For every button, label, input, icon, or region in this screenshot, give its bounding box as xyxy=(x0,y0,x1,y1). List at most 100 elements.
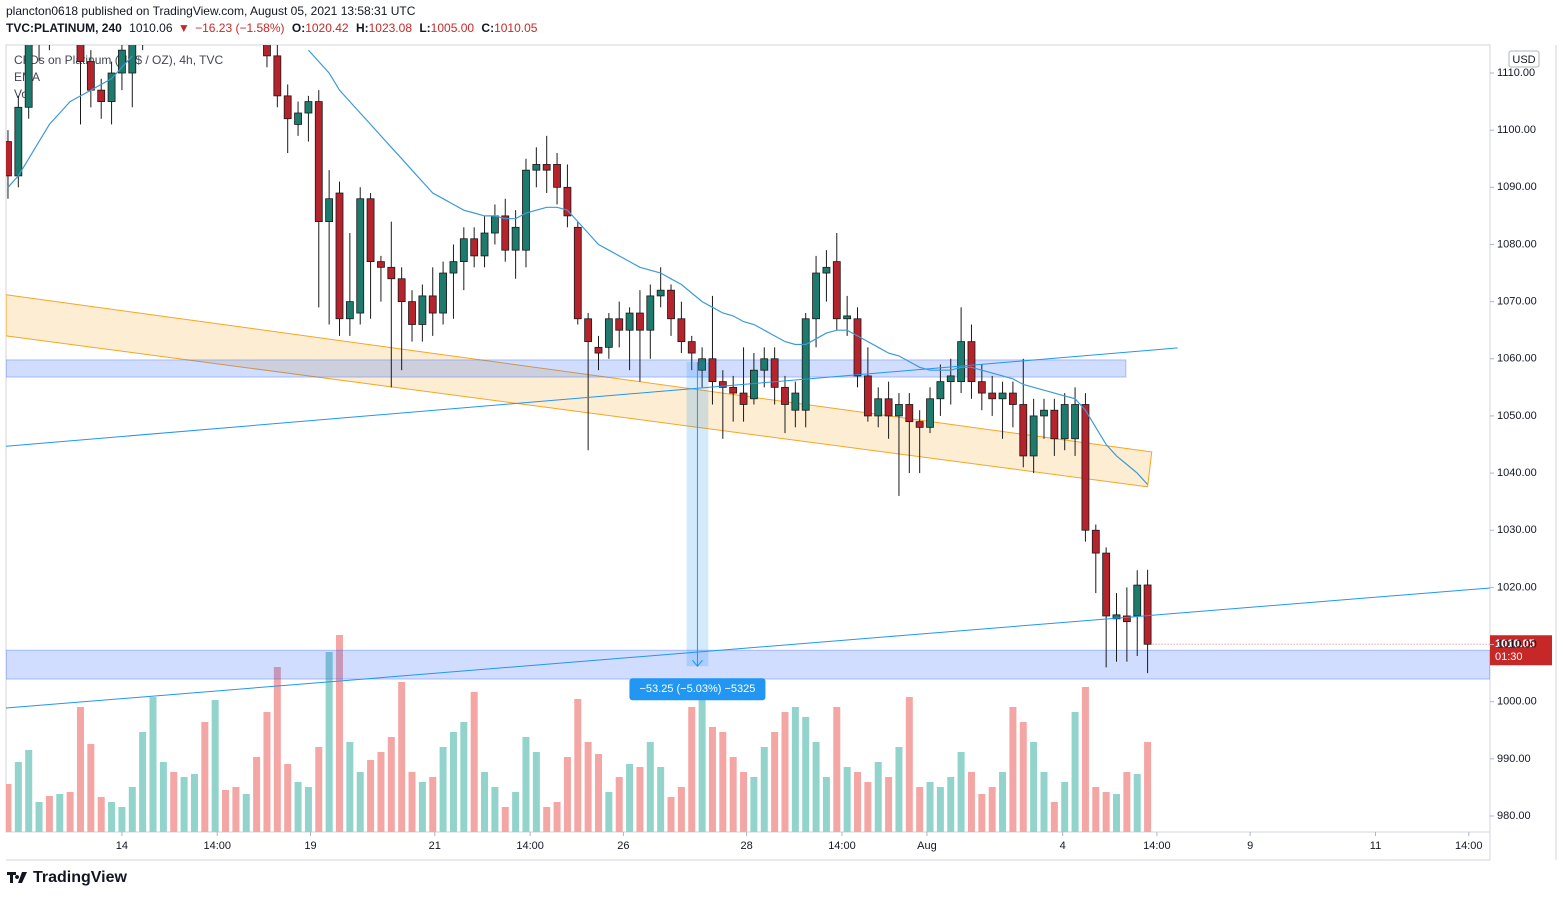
volume-bar xyxy=(708,727,716,832)
volume-bar xyxy=(1050,802,1058,832)
candle-body xyxy=(345,301,354,320)
trend-line xyxy=(5,347,1178,447)
volume-bar xyxy=(916,787,924,832)
volume-bar xyxy=(159,762,167,832)
volume-bar xyxy=(522,737,530,832)
volume-bar xyxy=(45,796,53,832)
brand-logo: TradingView xyxy=(7,869,128,886)
volume-bar xyxy=(864,782,872,832)
candle-body xyxy=(573,226,582,320)
candle-body xyxy=(97,89,106,102)
volume-bar xyxy=(584,742,592,832)
x-tick-label: 14:00 xyxy=(516,840,544,852)
y-tick-label: 1100.00 xyxy=(1497,124,1536,136)
volume-bar xyxy=(284,764,292,832)
volume-bar xyxy=(491,787,499,832)
candle-body xyxy=(936,381,945,400)
volume-bar xyxy=(170,772,178,832)
candle-body xyxy=(522,169,530,251)
volume-bar xyxy=(1144,742,1152,832)
candle-body xyxy=(24,45,33,108)
price-zone xyxy=(6,649,1490,680)
volume-bar xyxy=(190,774,198,832)
volume-bar xyxy=(253,757,261,832)
volume-bar xyxy=(66,792,74,832)
candle-body xyxy=(594,346,603,354)
volume-bar xyxy=(771,732,779,832)
candle-body xyxy=(801,318,810,411)
brand-name: TradingView xyxy=(33,869,128,886)
candle-body xyxy=(14,106,23,177)
y-tick-label: 1080.00 xyxy=(1497,238,1537,250)
currency[interactable]: USD xyxy=(1512,54,1535,66)
x-tick-label: 14 xyxy=(116,840,128,852)
candle-body xyxy=(542,164,551,171)
volume-bar xyxy=(76,707,84,832)
candle-body xyxy=(698,358,707,371)
candle-body xyxy=(977,381,986,394)
candle-body xyxy=(708,358,717,383)
currency-box[interactable] xyxy=(1508,50,1540,68)
x-tick-label: 4 xyxy=(1060,840,1066,852)
candle-body xyxy=(1071,404,1079,440)
x-tick-label: 26 xyxy=(617,840,629,852)
candle-body xyxy=(770,358,779,388)
volume-bar xyxy=(698,697,706,832)
candle-body xyxy=(118,49,126,74)
volume-bar xyxy=(273,667,281,832)
candle-body xyxy=(791,392,800,411)
candle-body xyxy=(988,392,997,400)
volume-bar xyxy=(926,782,934,832)
volume-bar xyxy=(180,777,188,832)
candle-body xyxy=(335,192,344,320)
volume-bar xyxy=(854,772,862,832)
candle-body xyxy=(957,341,966,383)
candle-body xyxy=(750,369,758,400)
candle-body xyxy=(636,312,644,331)
volume-bar xyxy=(967,772,975,832)
candle-body xyxy=(1112,614,1121,620)
x-tick-label: 14:00 xyxy=(203,840,231,852)
candle-body xyxy=(884,398,893,417)
volume-bar xyxy=(843,767,851,832)
y-tick-label: 1070.00 xyxy=(1497,296,1537,308)
y-tick-label: 1030.00 xyxy=(1497,524,1537,536)
volume-bar xyxy=(781,712,789,832)
volume-bar xyxy=(222,790,230,832)
volume-bar xyxy=(108,802,116,832)
volume-bar xyxy=(14,762,22,832)
volume-bar xyxy=(740,772,748,832)
volume-bar xyxy=(729,757,737,832)
candle-body xyxy=(874,398,883,417)
candle-body xyxy=(490,215,499,234)
volume-bar xyxy=(874,762,882,832)
logo-mark xyxy=(7,872,27,883)
volume-bar xyxy=(315,747,323,832)
volume-bar xyxy=(936,787,944,832)
close-label: C: xyxy=(481,21,494,35)
y-tick-label: 1050.00 xyxy=(1497,410,1537,422)
candle-body xyxy=(843,315,852,320)
volume-bar xyxy=(346,742,354,832)
volume-bar xyxy=(636,767,644,832)
measure-arrowhead xyxy=(692,659,703,668)
y-tick-label: 1040.00 xyxy=(1497,467,1537,479)
volume-bar xyxy=(1009,707,1017,832)
trend-line xyxy=(5,587,1491,709)
candle-body xyxy=(76,45,85,62)
volume-bar xyxy=(211,700,219,832)
candle-body xyxy=(604,318,613,348)
x-tick-label: 9 xyxy=(1247,840,1253,852)
y-tick-label: 990.00 xyxy=(1497,753,1531,765)
volume-bar xyxy=(6,784,12,832)
candle-body xyxy=(926,398,934,428)
volume-bar xyxy=(201,722,209,832)
candle-body xyxy=(304,101,313,114)
candle-body xyxy=(615,318,624,331)
candle-body xyxy=(325,198,334,223)
low-label: L: xyxy=(419,21,430,35)
volume-bar xyxy=(978,794,986,832)
volume-bar xyxy=(481,772,489,832)
candle-body xyxy=(812,272,820,320)
